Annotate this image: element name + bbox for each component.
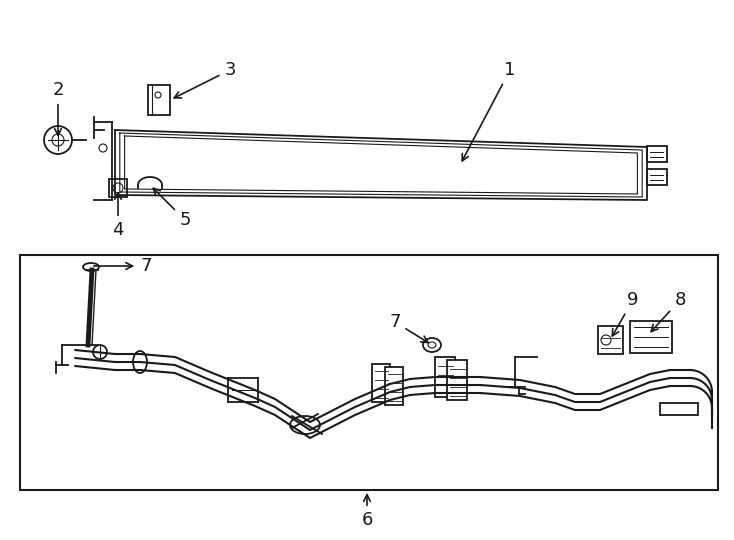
Bar [109,179,127,197]
Bar [435,357,455,397]
Bar [647,146,667,162]
Text: 8: 8 [651,291,686,332]
Bar [660,403,698,415]
Text: 6: 6 [361,495,373,529]
Text: 3: 3 [174,61,236,98]
Text: 7: 7 [389,313,428,342]
Bar [447,360,467,400]
Bar [598,326,623,354]
Text: 4: 4 [112,193,124,239]
Bar [20,255,718,490]
Bar [385,367,403,405]
Text: 7: 7 [94,257,151,275]
Bar [148,85,170,115]
Text: 9: 9 [612,291,639,336]
Text: 1: 1 [462,61,516,161]
Bar [372,364,390,402]
Text: 2: 2 [52,81,64,136]
Bar [630,321,672,353]
Bar [647,169,667,185]
Text: 5: 5 [153,188,191,229]
